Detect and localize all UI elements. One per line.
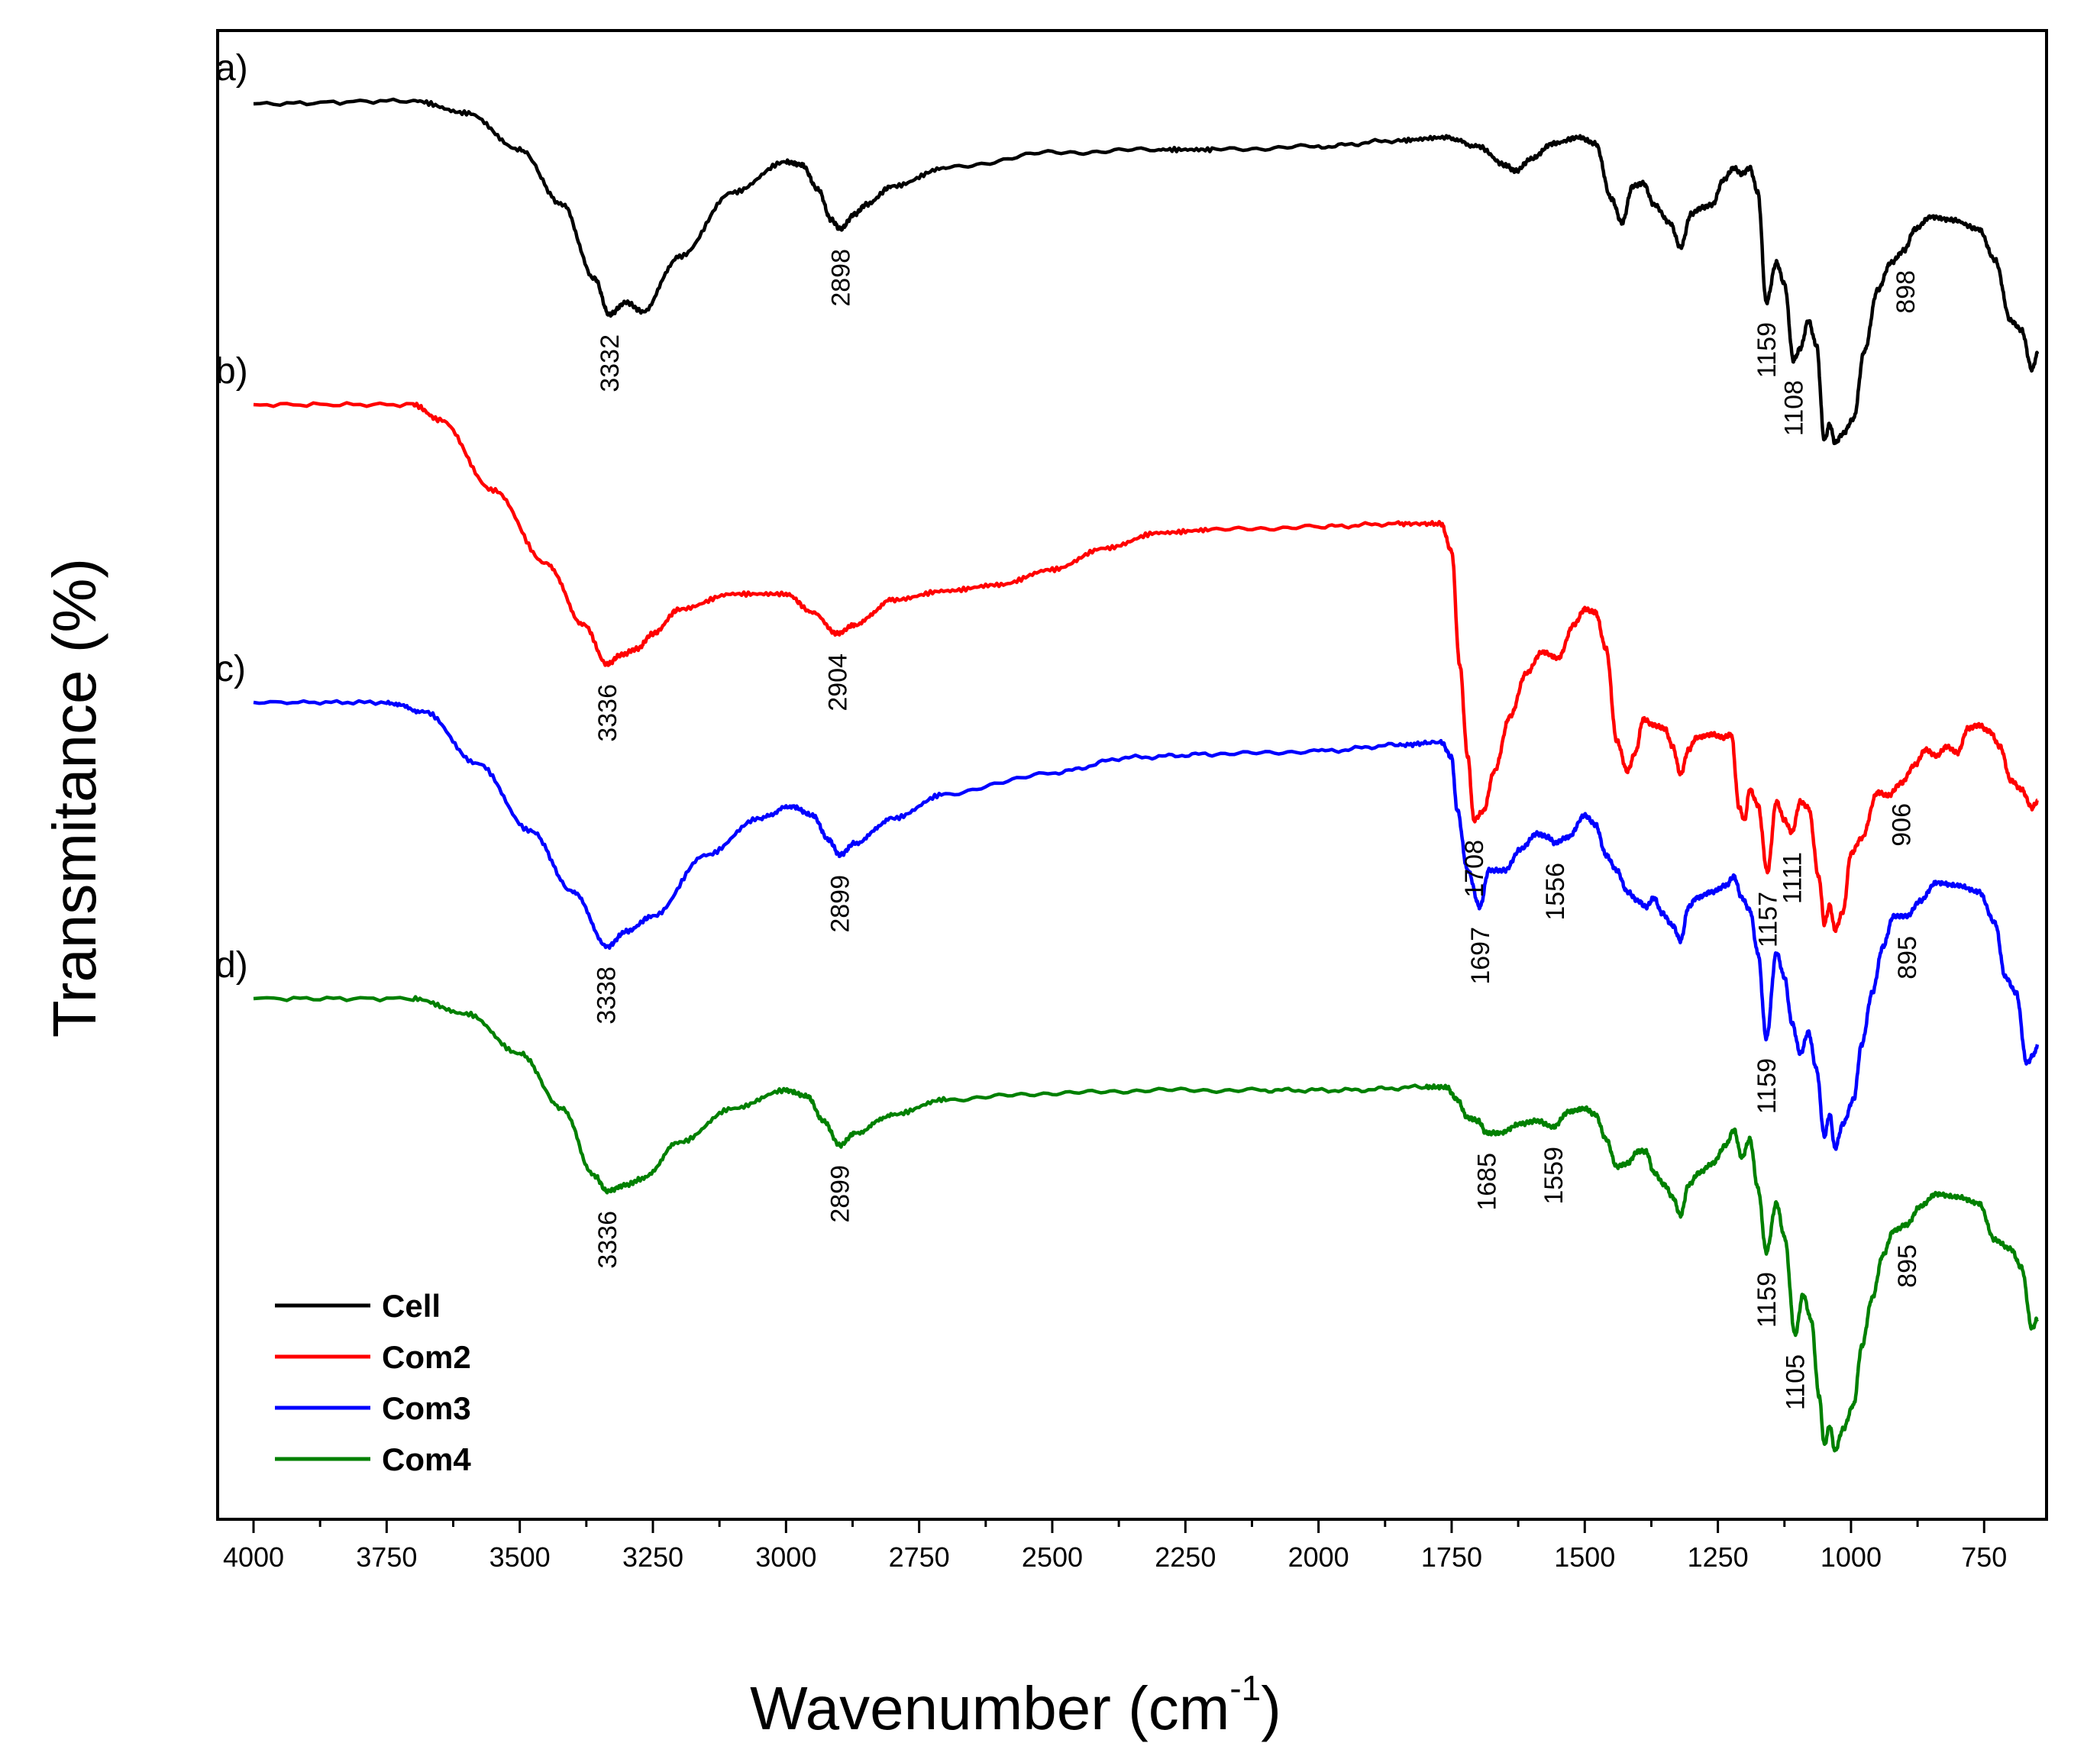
legend-label-com2: Com2 <box>382 1339 471 1375</box>
legend: Cell Com2 Com3 Com4 <box>275 1288 471 1477</box>
peak-label-cell-1159: 1159 <box>1753 322 1782 378</box>
plot-frame <box>216 29 2048 1521</box>
x-tick-label: 1750 <box>1421 1541 1482 1573</box>
x-tick-label: 2000 <box>1288 1541 1349 1573</box>
x-tick-label: 3250 <box>622 1541 683 1573</box>
x-tick-label: 4000 <box>223 1541 284 1573</box>
peak-label-com2-2904: 2904 <box>823 654 852 712</box>
peak-label-com2-1157: 1157 <box>1754 892 1783 947</box>
x-tick-label: 750 <box>1961 1541 2007 1573</box>
peak-label-com3-2899: 2899 <box>826 875 855 933</box>
series-line-cell <box>253 97 2040 446</box>
peak-label-cell-3332: 3332 <box>596 334 625 392</box>
x-axis-title: Wavenumber (cm-1) <box>750 1668 1281 1742</box>
x-axis-title-text: Wavenumber (cm <box>750 1674 1229 1742</box>
series-line-com4 <box>253 995 2040 1453</box>
peak-label-cell-1108: 1108 <box>1780 380 1809 436</box>
peak-label-com3-3338: 3338 <box>593 967 622 1025</box>
x-axis-title-sup: -1 <box>1229 1668 1261 1708</box>
peak-label-com3-1159: 1159 <box>1753 1058 1782 1114</box>
y-axis-title: Transmitance (%) <box>40 558 108 1038</box>
peak-label-com3-1556: 1556 <box>1541 863 1570 921</box>
peak-label-com3-1697: 1697 <box>1466 927 1495 985</box>
series-line-com3 <box>253 699 2040 1151</box>
peak-label-com4-1685: 1685 <box>1472 1153 1501 1211</box>
peak-label-com4-2899: 2899 <box>826 1165 855 1223</box>
panel-label-b: b) <box>215 351 248 392</box>
x-tick-label: 3500 <box>489 1541 551 1573</box>
x-tick-label: 2500 <box>1022 1541 1083 1573</box>
peak-label-com4-1159: 1159 <box>1753 1272 1782 1328</box>
peak-label-com4-1559: 1559 <box>1539 1147 1569 1205</box>
x-tick-label: 3750 <box>356 1541 417 1573</box>
peak-label-com4-3336: 3336 <box>593 1211 622 1269</box>
panel-label-c: c) <box>215 649 246 689</box>
x-tick-label: 3000 <box>755 1541 816 1573</box>
x-tick-label: 1500 <box>1554 1541 1615 1573</box>
x-axis-title-close: ) <box>1261 1674 1281 1742</box>
legend-label-com4: Com4 <box>382 1441 471 1477</box>
peak-label-com2-1111: 1111 <box>1779 852 1808 904</box>
peak-labels: 3332289811591108898333629041708115711119… <box>593 249 1923 1410</box>
peak-label-com2-1708: 1708 <box>1460 840 1489 898</box>
legend-label-com3: Com3 <box>382 1390 471 1426</box>
x-tick-label: 1000 <box>1821 1541 1882 1573</box>
x-tick-label: 2750 <box>889 1541 950 1573</box>
peak-label-cell-2898: 2898 <box>826 249 855 307</box>
x-tick-label: 2250 <box>1155 1541 1216 1573</box>
series-line-com2 <box>253 401 2039 934</box>
legend-label-cell: Cell <box>382 1288 441 1324</box>
peak-label-com3-895: 895 <box>1893 936 1922 980</box>
peak-label-com2-3336: 3336 <box>593 684 622 742</box>
panel-label-a: a) <box>215 48 248 89</box>
peak-label-com4-1105: 1105 <box>1782 1354 1811 1410</box>
panel-label-d: d) <box>215 945 248 986</box>
peak-label-cell-898: 898 <box>1892 270 1921 314</box>
panel-labels: a) b) c) d) <box>215 48 248 986</box>
x-axis-ticks: 4000 3750 3500 3250 3000 2750 2500 2250 2000 1750… <box>223 1519 2007 1573</box>
y-axis-title-text: Transmitance (%) <box>40 558 108 1038</box>
peak-label-com2-906: 906 <box>1888 803 1917 847</box>
x-tick-label: 1250 <box>1688 1541 1749 1573</box>
peak-label-com4-895: 895 <box>1893 1244 1922 1288</box>
series-layer <box>253 97 2040 1453</box>
